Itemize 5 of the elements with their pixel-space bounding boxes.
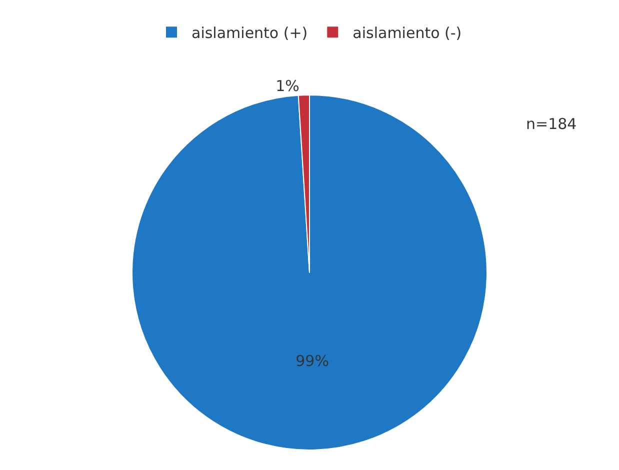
legend-label: aislamiento (+) (192, 24, 308, 42)
text: n=184 (526, 115, 577, 133)
data-label: 1% (276, 77, 300, 96)
legend-label: aislamiento (-) (352, 24, 462, 42)
data-label: 99% (296, 352, 329, 370)
